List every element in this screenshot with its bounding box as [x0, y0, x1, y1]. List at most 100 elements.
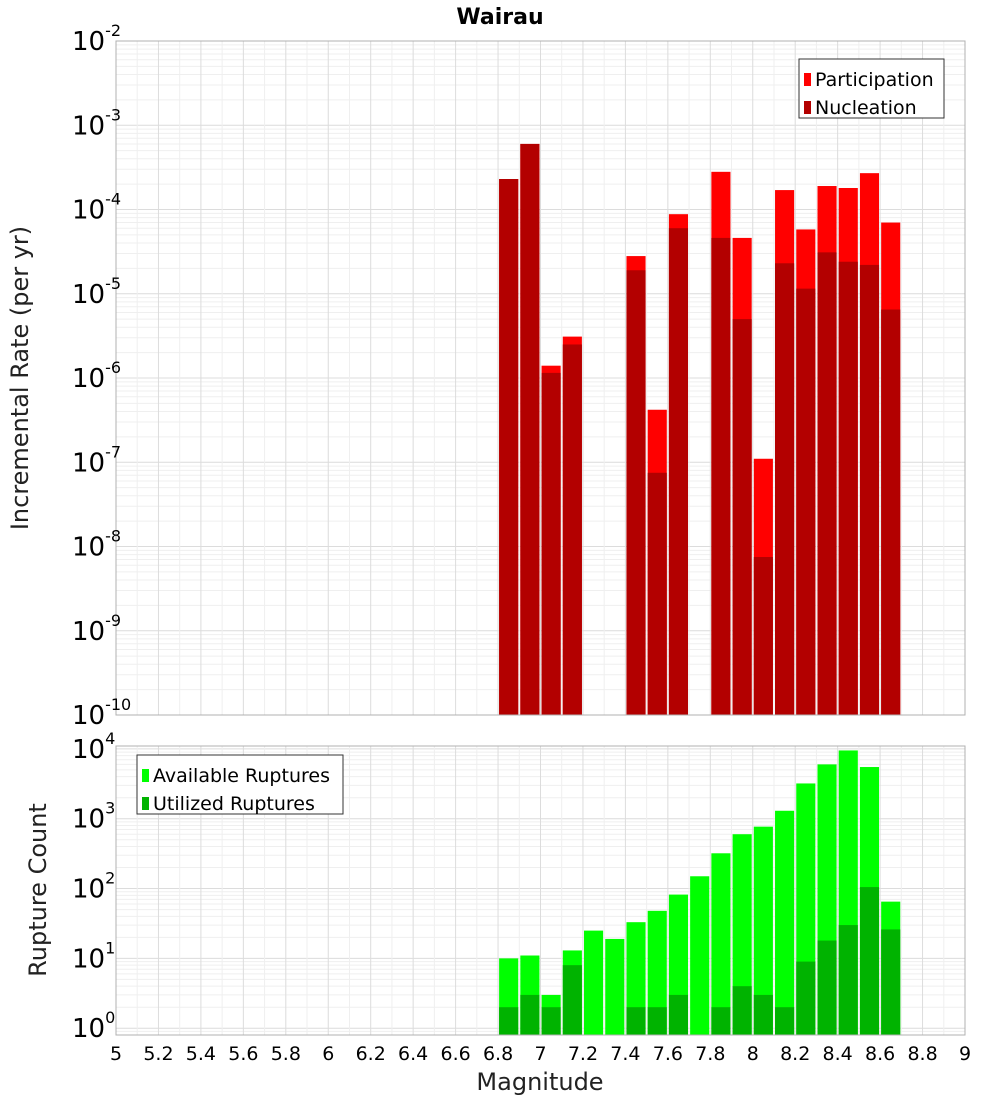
- utilized-ruptures-bar: [562, 965, 582, 1035]
- utilized-ruptures-bar: [732, 986, 752, 1035]
- utilized-ruptures-bar: [817, 940, 837, 1035]
- y-tick-exponent: 1: [105, 938, 115, 957]
- utilized-ruptures-bar: [881, 929, 901, 1035]
- x-tick-label: 8: [747, 1043, 759, 1065]
- y-tick-label: 10-2: [72, 21, 121, 57]
- utilized-ruptures-bar: [647, 1007, 667, 1035]
- y-tick-label: 10-10: [72, 695, 131, 731]
- chart-title: Wairau: [456, 5, 543, 30]
- y-tick-exponent: -7: [105, 442, 121, 461]
- plot-frame: [115, 745, 966, 1036]
- available-ruptures-bar: [626, 922, 646, 1035]
- available-ruptures-bar: [753, 826, 773, 1035]
- available-ruptures-bar: [732, 834, 752, 1035]
- y-tick-exponent: -8: [105, 527, 121, 546]
- x-tick-label: 7: [534, 1043, 546, 1065]
- participation-nucleation-panel: 10-1010-910-810-710-610-510-410-310-2Par…: [72, 21, 966, 731]
- y-tick-base: 10: [72, 448, 105, 478]
- nucleation-bar: [626, 270, 646, 715]
- y-tick-label: 104: [72, 729, 115, 765]
- y-tick-base: 10: [72, 280, 105, 310]
- y-tick-exponent: 4: [105, 729, 115, 748]
- x-tick-label: 8.2: [780, 1043, 810, 1065]
- y-tick-base: 10: [72, 944, 105, 974]
- x-tick-label: 8.6: [865, 1043, 895, 1065]
- y-tick-base: 10: [72, 196, 105, 226]
- nucleation-bar: [520, 143, 540, 716]
- available-ruptures-bar: [605, 938, 625, 1035]
- nucleation-bar: [541, 372, 561, 715]
- nucleation-bar: [817, 252, 837, 715]
- x-tick-label: 7.2: [568, 1043, 598, 1065]
- y-tick-base: 10: [72, 27, 105, 57]
- legend-label: Available Ruptures: [153, 765, 330, 787]
- y-tick-exponent: -9: [105, 611, 121, 630]
- utilized-ruptures-bar: [499, 1007, 519, 1035]
- y-tick-exponent: 2: [105, 869, 115, 888]
- legend-label: Participation: [815, 69, 934, 91]
- y-tick-base: 10: [72, 701, 105, 731]
- y-tick-base: 10: [72, 111, 105, 141]
- x-tick-label: 8.8: [907, 1043, 937, 1065]
- y-tick-exponent: -4: [105, 190, 121, 209]
- x-tick-label: 7.6: [653, 1043, 683, 1065]
- y-tick-label: 102: [72, 869, 115, 905]
- x-tick-label: 5: [110, 1043, 122, 1065]
- y-tick-exponent: -2: [105, 21, 121, 40]
- x-axis-label: Magnitude: [476, 1068, 603, 1096]
- x-tick-label: 7.4: [610, 1043, 640, 1065]
- available-ruptures-bar: [775, 810, 795, 1035]
- y-tick-exponent: 0: [105, 1008, 115, 1027]
- bottom-y-axis-label: Rupture Count: [24, 803, 52, 977]
- plot-frame: [115, 40, 966, 716]
- top-y-axis-label: Incremental Rate (per yr): [6, 226, 34, 530]
- y-tick-label: 10-9: [72, 611, 121, 647]
- legend-swatch: [804, 101, 811, 114]
- nucleation-bar: [753, 557, 773, 715]
- nucleation-bar: [775, 263, 795, 715]
- y-tick-base: 10: [72, 1014, 105, 1044]
- nucleation-bar: [859, 264, 880, 715]
- utilized-ruptures-bar: [711, 1007, 731, 1035]
- y-tick-base: 10: [72, 805, 105, 835]
- x-tick-label: 6.8: [483, 1043, 513, 1065]
- utilized-ruptures-bar: [541, 1007, 561, 1035]
- available-ruptures-bar: [711, 853, 731, 1035]
- utilized-ruptures-bar: [796, 961, 816, 1035]
- available-ruptures-bar: [647, 910, 667, 1035]
- utilized-ruptures-bar: [626, 1007, 646, 1035]
- nucleation-bar: [881, 309, 901, 715]
- x-tick-label: 9: [959, 1043, 971, 1065]
- utilized-ruptures-bar: [668, 994, 689, 1035]
- y-tick-label: 103: [72, 799, 115, 835]
- x-tick-label: 6.2: [356, 1043, 386, 1065]
- y-tick-label: 100: [72, 1008, 115, 1044]
- x-tick-label: 8.4: [823, 1043, 853, 1065]
- y-tick-label: 10-7: [72, 442, 121, 478]
- nucleation-bar: [796, 288, 816, 715]
- nucleation-bar: [711, 237, 731, 715]
- available-ruptures-bar: [584, 930, 604, 1035]
- y-tick-label: 10-5: [72, 274, 121, 310]
- nucleation-bar: [647, 472, 667, 715]
- x-tick-label: 6: [322, 1043, 334, 1065]
- x-tick-label: 5.8: [271, 1043, 301, 1065]
- nucleation-bar: [668, 228, 689, 716]
- legend-swatch: [142, 769, 149, 782]
- legend-box: [136, 754, 344, 815]
- utilized-ruptures-bar: [775, 1007, 795, 1035]
- legend-label: Nucleation: [815, 97, 917, 119]
- x-tick-label: 6.4: [398, 1043, 428, 1065]
- legend-swatch: [804, 73, 811, 86]
- nucleation-bar: [499, 179, 519, 716]
- utilized-ruptures-bar: [520, 994, 540, 1035]
- legend-box: [798, 58, 945, 119]
- y-tick-exponent: 3: [105, 799, 115, 818]
- nucleation-bar: [732, 319, 752, 715]
- x-tick-label: 5.4: [186, 1043, 216, 1065]
- legend-swatch: [142, 797, 149, 810]
- y-tick-exponent: -5: [105, 274, 121, 293]
